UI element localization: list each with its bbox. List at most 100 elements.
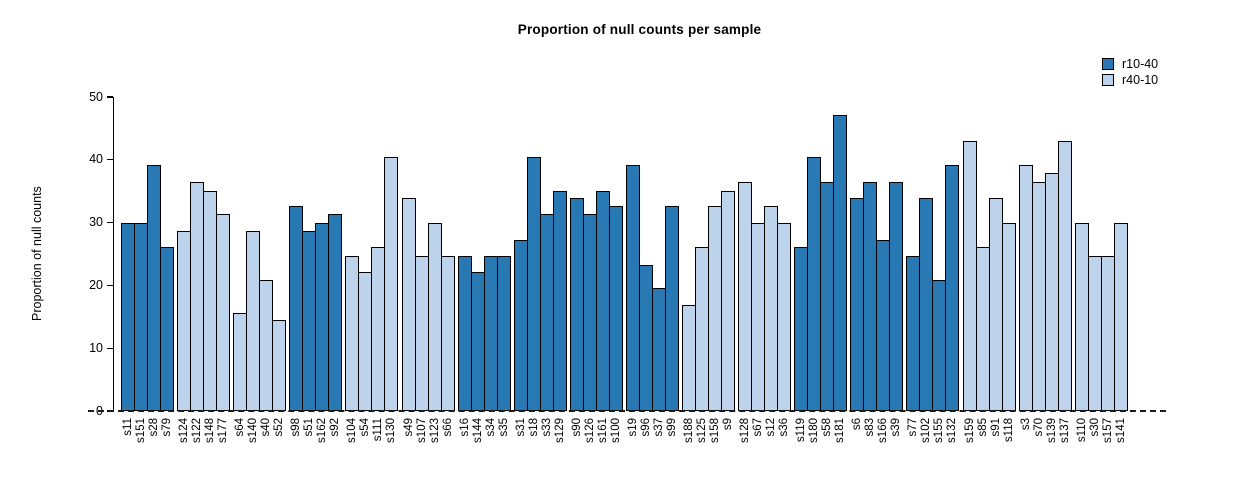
bar-s126 — [582, 214, 597, 411]
x-tick-label-s107: s107 — [415, 418, 428, 443]
x-tick-label-s28: s28 — [148, 418, 160, 437]
x-tick-label-s92: s92 — [329, 418, 342, 437]
x-tick-label-s96: s96 — [639, 418, 652, 437]
bar-s180 — [807, 157, 822, 411]
bar-s77 — [906, 255, 921, 411]
x-tick-label-s12: s12 — [765, 418, 778, 437]
x-tick-label-s129: s129 — [553, 418, 566, 443]
bar-s181 — [833, 115, 848, 411]
bar-s119 — [794, 247, 809, 411]
bar-s67 — [751, 223, 766, 411]
bar-s124 — [177, 230, 192, 411]
x-tick-label-s158: s158 — [709, 418, 721, 443]
x-tick-label-s3: s3 — [1019, 418, 1032, 431]
bar-s6 — [850, 198, 865, 411]
x-tick-label-s91: s91 — [989, 418, 1002, 437]
bar-s102 — [919, 198, 934, 411]
bar-s155 — [932, 279, 947, 411]
bar-s157 — [1100, 255, 1115, 411]
x-tick-label-s123: s123 — [428, 418, 441, 443]
x-tick-label-s30: s30 — [1088, 418, 1101, 437]
legend-swatch-r10-40 — [1102, 58, 1114, 70]
bar-s107 — [414, 255, 429, 411]
x-tick-label-s79: s79 — [161, 418, 173, 437]
x-tick-label-s151: s151 — [135, 418, 147, 443]
x-tick-label-s177: s177 — [217, 418, 230, 443]
bar-s158 — [708, 206, 722, 411]
x-tick-label-s36: s36 — [778, 418, 791, 437]
bar-s129 — [552, 190, 567, 411]
x-tick-label-s85: s85 — [976, 418, 989, 437]
y-tick-label-50: 50 — [89, 89, 103, 104]
bar-s132 — [945, 165, 960, 411]
x-tick-label-s144: s144 — [471, 418, 484, 443]
bar-s151 — [134, 223, 148, 411]
x-tick-label-s31: s31 — [514, 418, 527, 437]
bar-s122 — [190, 181, 205, 411]
bar-s159 — [962, 140, 977, 411]
legend-swatch-r40-10 — [1102, 74, 1114, 86]
y-tick — [107, 221, 113, 224]
x-tick-label-s137: s137 — [1058, 418, 1071, 443]
bar-s28 — [147, 165, 161, 411]
y-tick-label-20: 20 — [89, 277, 103, 292]
bar-s162 — [315, 223, 330, 411]
bar-s3 — [1018, 165, 1033, 411]
bar-s66 — [440, 255, 455, 411]
bar-s83 — [863, 181, 878, 411]
y-tick-label-40: 40 — [89, 152, 103, 167]
bar-s12 — [764, 206, 779, 411]
bar-s161 — [595, 190, 610, 411]
x-tick-label-s99: s99 — [665, 418, 678, 437]
x-tick-label-s122: s122 — [191, 418, 204, 443]
legend-row: r40-10 — [1102, 72, 1158, 88]
bar-s30 — [1087, 255, 1102, 411]
bar-s123 — [427, 223, 442, 411]
bar-s33 — [539, 214, 554, 411]
x-tick-label-s132: s132 — [946, 418, 959, 443]
bar-s137 — [1057, 140, 1072, 411]
x-tick-label-s66: s66 — [441, 418, 454, 437]
x-tick-label-s125: s125 — [696, 418, 708, 443]
bar-s19 — [625, 165, 640, 411]
bar-s139 — [1044, 173, 1059, 411]
bar-s90 — [569, 198, 584, 411]
bar-s31 — [513, 239, 528, 411]
bar-s79 — [160, 247, 174, 411]
bar-s92 — [328, 214, 343, 411]
x-tick-label-s9: s9 — [722, 418, 734, 431]
x-tick-label-s19: s19 — [626, 418, 639, 437]
y-tick-label-30: 30 — [89, 215, 103, 230]
bar-s100 — [608, 206, 623, 411]
y-tick — [107, 96, 113, 98]
bar-s177 — [216, 214, 231, 411]
x-tick-label-s118: s118 — [1002, 418, 1015, 443]
bar-s16 — [457, 255, 472, 411]
bar-s141 — [1113, 223, 1128, 411]
bar-s111 — [371, 247, 386, 411]
x-tick-label-s90: s90 — [570, 418, 583, 437]
bar-s18 — [526, 157, 541, 411]
bar-s54 — [358, 272, 373, 411]
x-tick-label-s35: s35 — [497, 418, 510, 437]
bar-s51 — [302, 230, 317, 411]
x-tick-label-s34: s34 — [484, 418, 497, 437]
bar-s9 — [721, 190, 735, 411]
y-tick-label-10: 10 — [89, 340, 103, 355]
x-tick-label-s161: s161 — [596, 418, 609, 443]
bar-s34 — [483, 255, 498, 411]
x-tick-label-s139: s139 — [1045, 418, 1058, 443]
bar-s110 — [1074, 223, 1089, 411]
bar-s99 — [664, 206, 679, 411]
bars-layer — [113, 97, 1166, 411]
x-tick-label-s181: s181 — [834, 418, 847, 443]
legend-label: r10-40 — [1122, 57, 1159, 71]
bar-s70 — [1031, 181, 1046, 411]
x-tick-label-s128: s128 — [739, 418, 752, 443]
bar-s104 — [345, 255, 360, 411]
legend-row: r10-40 — [1102, 56, 1158, 72]
bar-s148 — [203, 190, 218, 411]
y-axis-line — [113, 96, 115, 412]
bar-s52 — [272, 319, 287, 411]
y-tick — [107, 159, 113, 161]
